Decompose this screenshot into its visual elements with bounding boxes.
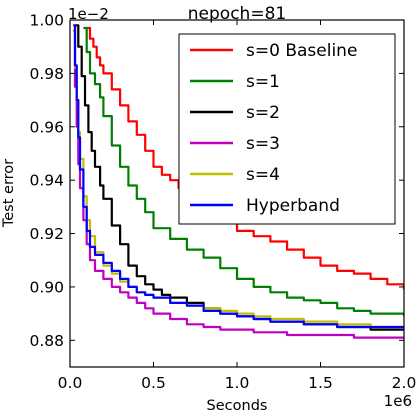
legend-item: s=3 [190,134,280,154]
legend-label: Hyperband [246,196,340,216]
y-offset-label: 1e−2 [68,5,109,23]
x-tick-label: 1.0 [225,374,250,392]
y-tick-label: 1.00 [29,12,64,30]
y-tick-label: 0.98 [29,65,64,83]
legend-label: s=2 [246,103,280,123]
y-tick-label: 0.94 [29,172,64,190]
chart-title: nepoch=81 [188,4,286,24]
legend-item: s=1 [190,72,280,92]
x-tick-label: 2.0 [392,374,417,392]
legend-item: Hyperband [190,196,340,216]
y-tick-label: 0.90 [29,278,64,296]
legend-label: s=4 [246,165,280,185]
y-axis-label: Test error [1,159,17,228]
series-line-5 [73,24,404,329]
legend-item: s=4 [190,165,280,185]
legend-item: s=0 Baseline [190,41,357,61]
legend-label: s=0 Baseline [246,41,357,61]
legend: s=0 Baseline s=1 s=2 s=3 s=4 Hyperband [178,33,396,225]
legend-label: s=3 [246,134,280,154]
series-line-3 [73,29,404,339]
x-axis: 0.0 0.5 1.0 1.5 2.0 [58,20,417,392]
legend-item: s=2 [190,103,280,123]
y-tick-label: 0.88 [29,332,64,350]
x-axis-label: Seconds [207,398,268,414]
plot-area [73,24,404,339]
y-tick-label: 0.96 [29,118,64,136]
legend-label: s=1 [246,72,280,92]
x-tick-label: 1.5 [308,374,333,392]
y-tick-label: 0.92 [29,225,64,243]
x-offset-label: 1e6 [384,392,412,410]
y-axis: 0.88 0.90 0.92 0.94 0.96 0.98 1.00 [29,12,404,350]
x-tick-label: 0.0 [58,374,83,392]
legend-box [178,33,396,225]
x-tick-label: 0.5 [141,374,166,392]
series-line-1 [83,26,404,317]
